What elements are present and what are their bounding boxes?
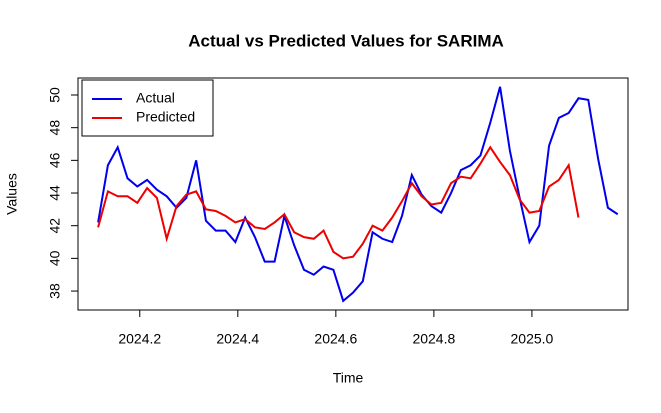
y-axis-label: Values xyxy=(4,173,20,215)
y-tick-label: 50 xyxy=(47,87,63,103)
y-tick-label: 44 xyxy=(47,185,63,201)
legend-box xyxy=(81,79,214,137)
x-tick-label: 2024.6 xyxy=(314,331,357,347)
y-tick-label: 46 xyxy=(47,152,63,168)
y-tick-label: 42 xyxy=(47,218,63,234)
x-axis-label: Time xyxy=(333,370,364,386)
y-tick-label: 48 xyxy=(47,120,63,136)
legend-label: Actual xyxy=(136,90,175,106)
y-tick-label: 40 xyxy=(47,250,63,266)
x-tick-label: 2024.4 xyxy=(216,331,259,347)
plot-box xyxy=(77,77,629,311)
x-tick-label: 2024.2 xyxy=(118,331,161,347)
y-tick-label: 38 xyxy=(47,283,63,299)
x-tick-label: 2024.8 xyxy=(412,331,455,347)
series-line xyxy=(97,86,619,303)
legend-label: Predicted xyxy=(136,109,195,125)
x-tick-label: 2025.0 xyxy=(511,331,554,347)
series-line xyxy=(97,145,580,260)
chart-title: Actual vs Predicted Values for SARIMA xyxy=(188,31,504,50)
